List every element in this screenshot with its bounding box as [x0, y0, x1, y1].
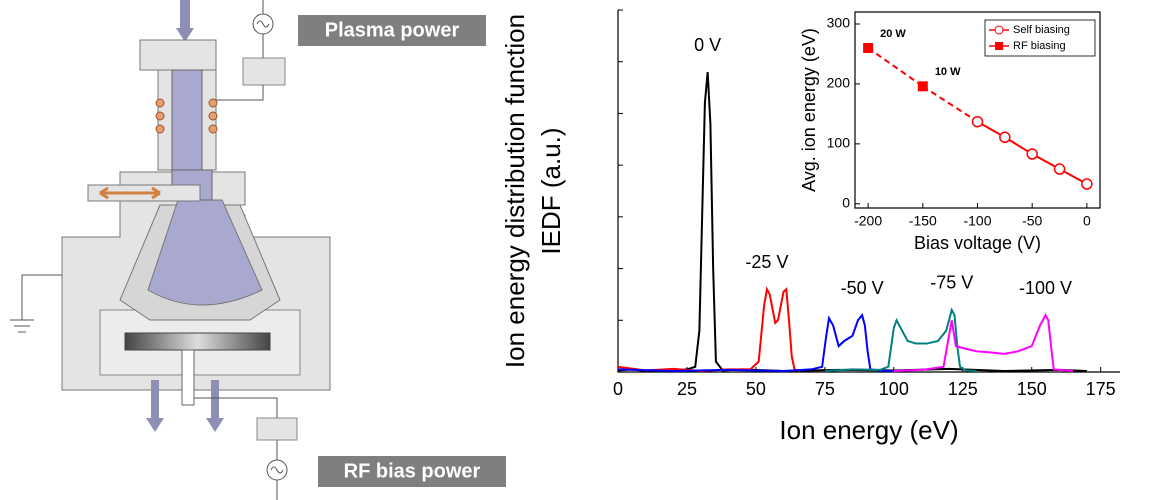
- series-line: [893, 312, 1074, 372]
- legend-marker: [994, 25, 1004, 35]
- x-tick-label: -150: [909, 213, 937, 229]
- x-tick-label: 100: [879, 379, 909, 399]
- y-tick-label: 100: [827, 135, 851, 151]
- connector: [922, 85, 979, 123]
- y-axis-title: IEDF (a.u.): [536, 127, 566, 254]
- point: [917, 81, 928, 92]
- x-tick-label: 0: [1083, 213, 1091, 229]
- series-line: [867, 47, 924, 88]
- substrate-holder: [124, 332, 271, 351]
- rf-bias-label: RF bias power: [344, 460, 481, 482]
- sine: [256, 20, 270, 28]
- y-axis-title: Avg. ion energy (eV): [799, 28, 819, 192]
- x-tick-label: -50: [1022, 213, 1042, 229]
- x-tick-label: -200: [854, 213, 882, 229]
- y-tick-label: 0: [842, 195, 850, 211]
- point: [971, 115, 984, 128]
- x-axis-title: Ion energy (eV): [779, 415, 958, 445]
- series-label: 0 V: [694, 35, 721, 55]
- coil: [155, 98, 218, 134]
- wire: [216, 0, 264, 101]
- y-tick-label: 200: [827, 75, 851, 91]
- plasma-cone: [147, 199, 263, 306]
- point-label: 10 W: [935, 66, 961, 78]
- series-line: [824, 307, 977, 372]
- point: [1081, 178, 1093, 190]
- x-tick-label: 0: [613, 379, 623, 399]
- gas-arrow: [176, 28, 194, 42]
- matcher: [242, 57, 286, 86]
- y-axis-title: Ion energy distribution function: [500, 14, 530, 368]
- x-tick-label: 50: [746, 379, 766, 399]
- bias-wire: [194, 397, 278, 500]
- label-box: [318, 456, 506, 487]
- pump-arrow: [146, 418, 224, 432]
- bias-matcher: [256, 417, 298, 441]
- ground: [10, 274, 62, 333]
- legend-label: RF biasing: [1013, 40, 1066, 52]
- plasma-power-label: Plasma power: [325, 19, 460, 41]
- holder-shaft: [181, 349, 195, 406]
- series-label: -25 V: [745, 252, 788, 272]
- x-tick-label: 25: [677, 379, 697, 399]
- legend-box: [984, 19, 1096, 57]
- legend-label: Self biasing: [1013, 24, 1070, 36]
- x-tick-label: -100: [963, 213, 991, 229]
- point-label: 20 W: [880, 28, 906, 40]
- transfer-arrow: [99, 186, 161, 200]
- source-tube: [171, 69, 203, 171]
- point: [999, 131, 1011, 144]
- top-flange: [139, 39, 217, 71]
- series-label: -75 V: [930, 273, 973, 293]
- label-box: [298, 15, 486, 46]
- legend-marker: [995, 42, 1003, 50]
- point: [863, 42, 874, 53]
- series-label: -50 V: [841, 278, 884, 298]
- series-label: -100 V: [1019, 278, 1072, 298]
- x-tick-label: 175: [1086, 379, 1116, 399]
- y-tick-label: 300: [827, 15, 851, 31]
- sine: [270, 466, 284, 474]
- x-tick-label: 75: [815, 379, 835, 399]
- x-axis-title: Bias voltage (V): [914, 233, 1041, 253]
- series-line: [617, 286, 801, 372]
- x-tick-label: 125: [948, 379, 978, 399]
- point: [1026, 148, 1038, 160]
- series-line: [617, 312, 894, 372]
- reactor-diagram: Plasma power RF bias power: [10, 0, 506, 500]
- pump-line: [151, 380, 219, 420]
- point: [1053, 163, 1066, 175]
- x-tick-label: 150: [1017, 379, 1047, 399]
